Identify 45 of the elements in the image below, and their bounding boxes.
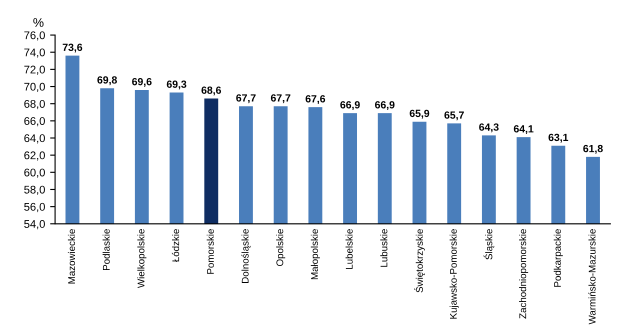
x-tick-label: Podkarpackie [554,229,563,287]
data-label: 64,1 [514,125,534,134]
y-tick-label: 60,0 [24,168,45,178]
y-tick-label: 70,0 [24,82,45,92]
data-label: 64,3 [479,123,499,132]
data-label: 66,9 [375,101,395,110]
x-tick-label: Lubuskie [380,229,388,267]
x-tick-label: Dolnośląskie [241,229,251,283]
x-tick-label: Warmińsko-Mazurskie [588,229,596,324]
y-tick-label: 74,0 [24,48,45,58]
y-tick-label: 58,0 [24,186,45,195]
x-tick-label: Kujawsko-Pomorskie [450,229,459,319]
data-label: 73,6 [62,44,82,53]
y-tick-label: 56,0 [24,202,45,212]
y-axis-title: % [33,18,44,27]
y-tick-label: 76,0 [24,31,45,41]
data-label: 63,1 [548,134,568,143]
x-tick-label: Podlaskie [102,229,110,270]
y-tick-label: 66,0 [24,117,45,126]
data-label: 67,7 [270,94,290,104]
y-tick-label: 54,0 [24,220,45,230]
x-tick-label: Małopolskie [310,229,320,280]
y-tick-label: 72,0 [24,66,45,75]
data-label: 65,9 [410,110,430,119]
x-tick-label: Śląskie [484,229,494,260]
data-label: 68,6 [202,86,222,96]
y-tick-label: 62,0 [24,151,45,161]
x-tick-label: Wielkopolskie [137,229,146,288]
x-tick-label: Świętokrzyskie [414,229,425,292]
x-tick-label: Opolskie [276,229,286,266]
data-label: 66,9 [340,101,360,110]
data-label: 67,6 [306,95,326,104]
data-label: 61,8 [583,144,603,154]
data-label: 67,7 [236,94,256,104]
x-tick-label: Pomorskie [206,229,214,274]
x-tick-label: Łódzkie [172,229,180,262]
x-tick-label: Lubelskie [346,229,353,269]
x-tick-label: Mazowieckie [68,229,76,284]
data-label: 69,6 [132,78,152,87]
y-tick-label: 68,0 [24,100,45,110]
data-label: 69,8 [97,76,117,86]
data-label: 65,7 [444,111,464,120]
data-label: 69,3 [166,80,186,90]
x-tick-label: Zachodniopomorskie [519,229,528,319]
y-tick-label: 64,0 [24,134,45,144]
